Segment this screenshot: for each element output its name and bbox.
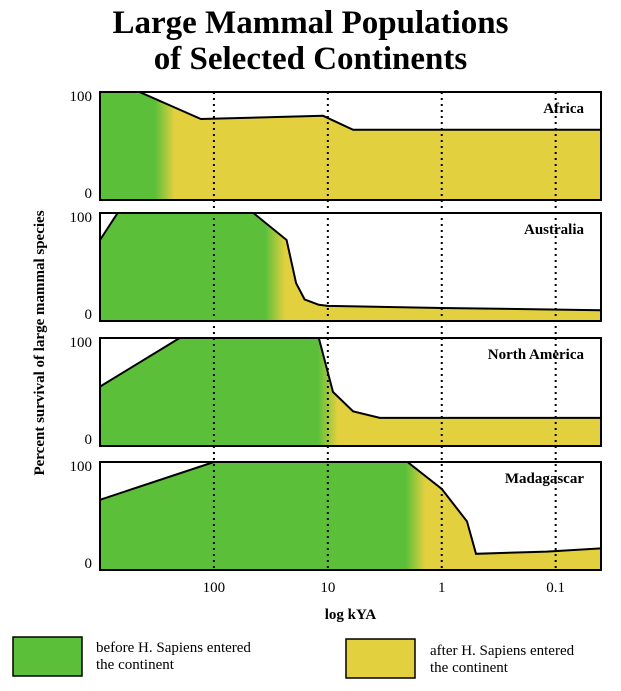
y-axis-title: Percent survival of large mammal species: [32, 210, 48, 475]
panel-label-australia: Australia: [524, 222, 585, 238]
legend-swatch-after: [345, 638, 416, 679]
chart-title-line-2: of Selected Continents: [153, 41, 468, 77]
panel-border-madagascar: [99, 461, 602, 571]
y-tick-label-africa-100: 100: [70, 89, 93, 105]
y-tick-label-madagascar-100: 100: [70, 459, 93, 475]
legend-label-after-line-1: after H. Sapiens entered: [430, 643, 575, 659]
y-tick-label-madagascar-0: 0: [85, 556, 93, 572]
legend-label-before-line-2: the continent: [96, 657, 175, 673]
panel-label-madagascar: Madagascar: [505, 471, 584, 487]
y-tick-label-north-america-100: 100: [70, 335, 93, 351]
chart-title-line-1: Large Mammal Populations: [112, 5, 509, 41]
x-tick-label-100: 100: [203, 580, 226, 596]
panel-border-africa: [99, 91, 602, 201]
legend-label-before-line-1: before H. Sapiens entered: [96, 640, 251, 656]
x-tick-label-10: 10: [320, 580, 335, 596]
y-tick-label-australia-0: 0: [85, 307, 93, 323]
survival-area-australia: [100, 213, 601, 321]
x-axis-title: log kYA: [325, 607, 377, 623]
y-tick-label-australia-100: 100: [70, 210, 93, 226]
x-tick-label-1: 1: [438, 580, 446, 596]
panel-label-north-america: North America: [488, 347, 585, 363]
x-tick-label-0-1: 0.1: [546, 580, 565, 596]
survival-area-north-america: [100, 338, 601, 446]
panel-border-north-america: [99, 337, 602, 447]
y-tick-label-africa-0: 0: [85, 186, 93, 202]
survival-area-madagascar: [100, 462, 601, 570]
panel-label-africa: Africa: [543, 101, 584, 117]
legend-swatch-before: [12, 636, 83, 677]
y-tick-label-north-america-0: 0: [85, 432, 93, 448]
panel-border-australia: [99, 212, 602, 322]
legend-label-after-line-2: the continent: [430, 660, 509, 676]
